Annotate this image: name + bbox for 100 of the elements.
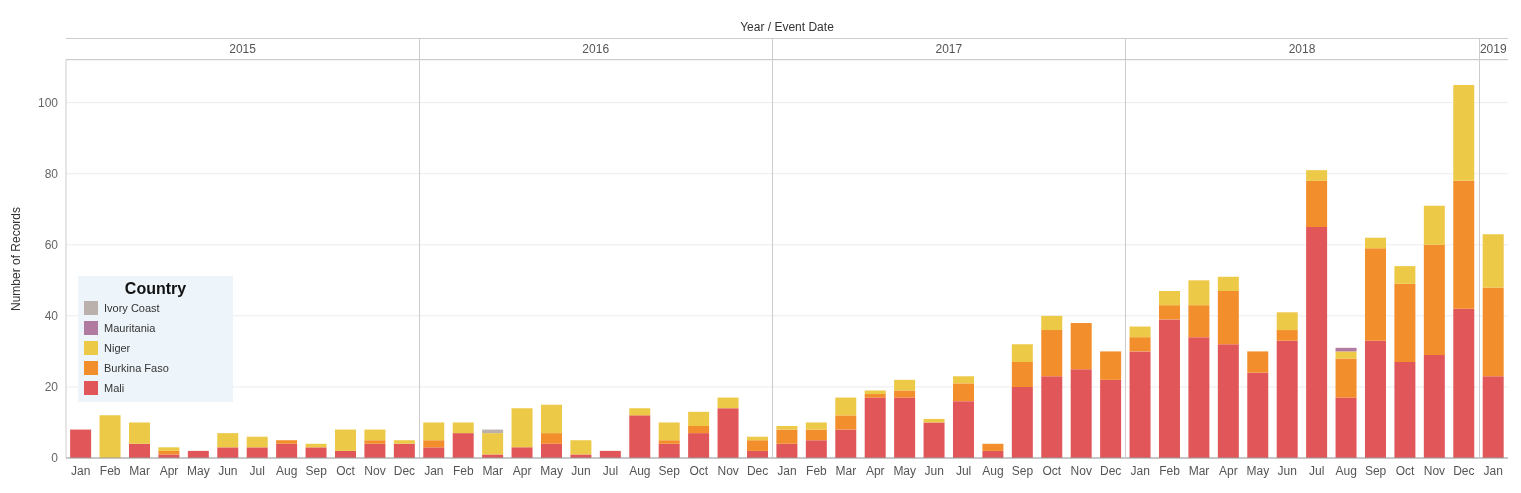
x-tick-label: Aug <box>1335 463 1357 478</box>
x-tick-label: Feb <box>806 463 828 478</box>
y-axis-title: Number of Records <box>9 206 24 312</box>
bar <box>805 440 827 458</box>
bar <box>1158 305 1180 320</box>
x-tick-label: Mar <box>129 463 150 478</box>
bar <box>1276 340 1298 458</box>
bar <box>688 411 710 427</box>
x-tick-label: Nov <box>1070 463 1092 478</box>
bar <box>423 440 445 448</box>
bar <box>393 443 415 458</box>
y-tick-label: 40 <box>44 309 59 324</box>
bar <box>540 404 562 434</box>
x-tick-label: Jun <box>571 463 591 478</box>
bar <box>511 447 533 458</box>
bar <box>1453 84 1475 181</box>
bar <box>1041 315 1063 331</box>
legend-label: Burkina Faso <box>104 362 169 374</box>
x-tick-label: Oct <box>1395 463 1415 478</box>
bar <box>246 436 268 448</box>
bar <box>1335 358 1357 398</box>
bar <box>276 443 298 458</box>
x-tick-label: Jun <box>218 463 238 478</box>
x-tick-label: Oct <box>1042 463 1062 478</box>
x-tick-label: Dec <box>1453 463 1475 478</box>
x-tick-label: Nov <box>1423 463 1446 478</box>
bar <box>1394 283 1416 363</box>
bar <box>1394 362 1416 458</box>
bar <box>1247 372 1269 458</box>
bar <box>423 422 445 441</box>
bar <box>305 447 327 458</box>
x-tick-label: Jul <box>955 463 972 478</box>
bar <box>99 415 121 458</box>
bar <box>658 443 680 458</box>
bar <box>276 440 298 444</box>
x-tick-label: Apr <box>512 463 532 478</box>
bar <box>393 440 415 444</box>
x-tick-label: Jan <box>1130 463 1150 478</box>
bar <box>1100 351 1122 380</box>
bar <box>1129 326 1151 338</box>
bar <box>1335 397 1357 458</box>
bar <box>128 443 150 458</box>
bar <box>452 433 474 458</box>
bar <box>1335 351 1357 359</box>
bar <box>952 383 974 402</box>
x-tick-label: Jul <box>1309 463 1325 478</box>
y-tick-label: 80 <box>44 166 59 181</box>
bar <box>717 408 739 458</box>
bar <box>835 429 857 458</box>
x-tick-label: Mar <box>835 463 857 478</box>
bar <box>1276 312 1298 331</box>
bar <box>1011 386 1033 458</box>
bar <box>746 440 768 451</box>
x-tick-label: Jun <box>924 463 944 478</box>
x-tick-label: Mar <box>482 463 504 478</box>
text: 2019 <box>1478 42 1508 56</box>
bar <box>1364 248 1386 341</box>
bar <box>364 429 386 441</box>
bar <box>982 443 1004 451</box>
bar <box>1041 330 1063 377</box>
bar <box>1482 376 1504 458</box>
bar <box>776 443 798 458</box>
x-tick-label: Feb <box>452 463 474 478</box>
x-tick-label: Jul <box>602 463 619 478</box>
bar <box>128 422 150 444</box>
x-tick-label: Jan <box>1483 463 1503 478</box>
x-axis-title: Year / Event Date <box>739 20 835 34</box>
y-tick-label: 20 <box>44 380 59 395</box>
x-tick-label: Nov <box>717 463 739 478</box>
x-tick-label: Apr <box>1219 463 1238 478</box>
bar <box>1306 170 1328 181</box>
bar <box>1423 354 1445 458</box>
bar <box>482 433 504 455</box>
legend-label: Mali <box>104 382 125 394</box>
bar <box>334 429 356 451</box>
y-tick-label: 0 <box>51 451 59 466</box>
x-tick-label: Oct <box>336 463 356 478</box>
bar <box>570 440 592 455</box>
bar <box>776 429 798 444</box>
bar <box>1394 266 1416 284</box>
x-tick-label: Sep <box>305 463 328 478</box>
bar <box>629 415 651 458</box>
bar <box>217 447 239 458</box>
bar <box>952 376 974 384</box>
bar <box>658 422 680 441</box>
x-tick-label: May <box>540 463 563 478</box>
bar <box>923 422 945 458</box>
y-tick-label: 60 <box>44 238 59 253</box>
x-tick-label: Aug <box>982 463 1004 478</box>
bar <box>1188 280 1210 306</box>
x-tick-label: Jun <box>1277 463 1297 478</box>
bar <box>1188 305 1210 338</box>
bar <box>952 401 974 458</box>
bar <box>540 433 562 444</box>
x-tick-label: May <box>1246 463 1270 478</box>
bar <box>688 426 710 434</box>
bar <box>864 394 886 398</box>
bar <box>1482 287 1504 377</box>
x-tick-label: Sep <box>658 463 681 478</box>
x-tick-label: Mar <box>1188 463 1210 478</box>
